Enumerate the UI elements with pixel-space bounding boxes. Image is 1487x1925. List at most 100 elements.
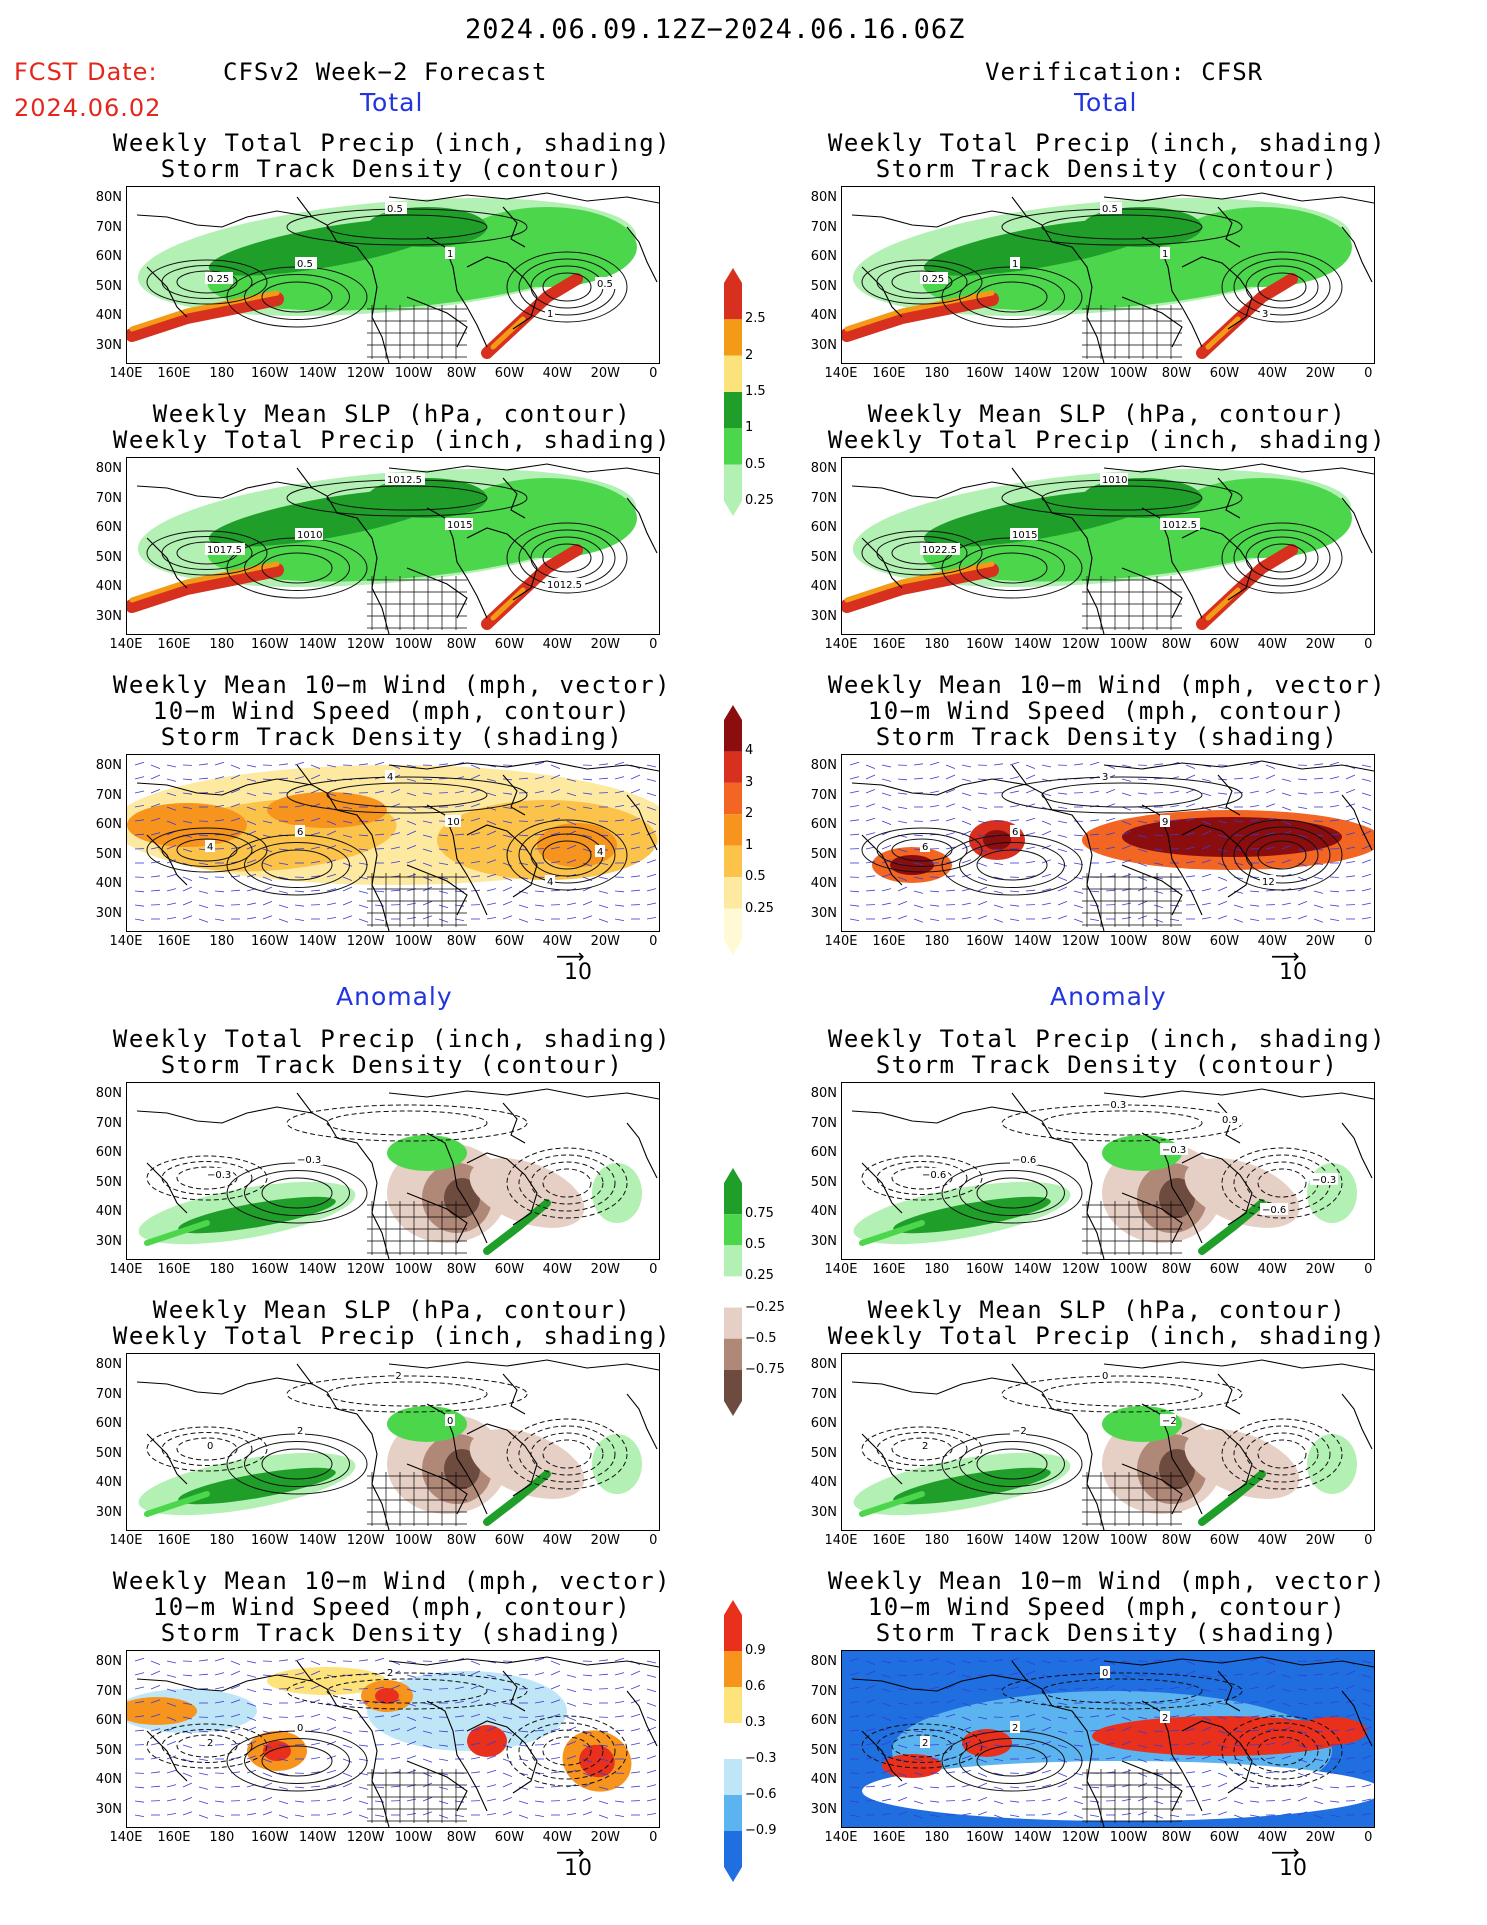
- longitude-label: 180: [924, 366, 950, 381]
- wind-vector: [945, 803, 956, 808]
- coastline: [136, 778, 313, 796]
- wind-vector: [1089, 1814, 1100, 1817]
- wind-vector: [262, 1744, 273, 1749]
- wind-vector: [929, 918, 940, 921]
- shading-region: [469, 1429, 585, 1499]
- contour-line: [286, 1672, 528, 1710]
- coastline: [296, 1363, 390, 1530]
- wind-vector: [614, 890, 625, 893]
- shading-region: [1122, 817, 1342, 857]
- forecast-column-title: CFSv2 Week−2 Forecast: [223, 58, 548, 86]
- wind-vector: [486, 1688, 497, 1693]
- longitude-label: 40W: [542, 637, 573, 652]
- wind-vector: [1089, 1701, 1100, 1704]
- wind-vector: [342, 1772, 353, 1777]
- wind-vector: [1169, 819, 1180, 822]
- shading-region: [890, 855, 934, 875]
- wind-vector: [897, 886, 908, 892]
- contour-line: [244, 274, 350, 320]
- latitude-label: 50N: [95, 1445, 122, 1461]
- contour-line: [161, 1161, 253, 1195]
- wind-vector: [630, 1742, 641, 1746]
- coastline: [1181, 1720, 1253, 1794]
- wind-vector: [182, 778, 193, 781]
- latitude-label: 50N: [95, 278, 122, 294]
- wind-vector: [182, 1716, 193, 1720]
- wind-vector: [1105, 817, 1116, 822]
- wind-vector: [246, 1798, 257, 1802]
- longitude-label: 20W: [590, 934, 620, 949]
- wind-vector: [198, 1814, 209, 1819]
- wind-vector: [1249, 833, 1260, 836]
- longitude-label: 160W: [250, 366, 289, 381]
- wind-vector: [166, 902, 177, 906]
- colorbar-segment: [724, 464, 742, 501]
- wind-vector: [406, 917, 417, 920]
- wind-vector: [1137, 806, 1148, 809]
- coastline: [1217, 1670, 1241, 1712]
- contour-label: 4: [207, 842, 213, 853]
- wind-vector: [534, 1686, 545, 1690]
- wind-vector: [977, 886, 988, 892]
- longitude-label: 180: [209, 1262, 235, 1277]
- shading-band: [1198, 1470, 1266, 1526]
- wind-vector: [1297, 1758, 1308, 1763]
- wind-vector: [1009, 1686, 1020, 1690]
- wind-vector: [566, 1716, 577, 1721]
- wind-vector: [294, 1672, 305, 1676]
- wind-vector: [1089, 1686, 1100, 1690]
- wind-vector: [1009, 819, 1020, 822]
- wind-vector: [1121, 792, 1132, 797]
- reference-vector-arrow: ⟶: [556, 944, 585, 968]
- wind-vector: [230, 1685, 241, 1690]
- colorbar-segment: [724, 1183, 742, 1215]
- contour-label: 0: [1102, 1371, 1108, 1382]
- colorbar-cap: [724, 1401, 742, 1416]
- wind-vector: [993, 777, 1004, 780]
- latitude-label: 60N: [95, 1713, 122, 1728]
- longitude-label: 40W: [1257, 1533, 1288, 1548]
- wind-vector: [961, 820, 972, 825]
- wind-vector: [582, 901, 593, 906]
- wind-vector: [849, 1729, 860, 1732]
- latitude-label: 30N: [810, 608, 837, 624]
- contour-label: 1012.5: [387, 475, 422, 486]
- wind-vector: [945, 1713, 956, 1718]
- colorbar-label: 2.5: [745, 311, 766, 327]
- wind-vector: [1073, 1730, 1084, 1733]
- wind-vector: [1057, 820, 1068, 824]
- colorbar-label: 0.25: [745, 1268, 774, 1284]
- wind-vector: [897, 1702, 908, 1705]
- wind-vector: [849, 833, 860, 836]
- longitude-label: 100W: [394, 1262, 433, 1277]
- colorbar-segment: [724, 1214, 742, 1246]
- wind-vector: [1313, 1800, 1324, 1805]
- wind-vector: [566, 902, 577, 906]
- wind-vector: [150, 1713, 161, 1718]
- wind-vector: [1329, 1800, 1340, 1803]
- wind-vector: [1009, 805, 1020, 808]
- colorbar-label: 2: [745, 347, 754, 363]
- wind-vector: [502, 1730, 513, 1734]
- wind-vector: [1041, 917, 1052, 920]
- wind-vector: [1345, 789, 1356, 794]
- coastline: [388, 1656, 659, 1668]
- wind-vector: [913, 904, 924, 909]
- wind-vector: [1089, 1729, 1100, 1732]
- wind-vector: [977, 1772, 988, 1777]
- wind-vector: [182, 886, 193, 892]
- contour-label: 0.5: [297, 259, 313, 270]
- shading-region: [1082, 207, 1202, 247]
- shading-band: [1205, 587, 1241, 621]
- wind-vector: [582, 1730, 593, 1734]
- panel-title-line: Weekly Mean SLP (hPa, contour): [867, 1296, 1347, 1324]
- coastline: [626, 1122, 658, 1179]
- wind-vector: [1105, 1757, 1116, 1760]
- latitude-label: 50N: [95, 1174, 122, 1190]
- coastline: [1121, 1760, 1183, 1812]
- shading-region: [387, 1135, 467, 1171]
- wind-vector: [566, 1702, 577, 1707]
- shading-region: [579, 1744, 615, 1778]
- wind-vector: [470, 832, 481, 836]
- wind-vector: [1361, 1755, 1372, 1760]
